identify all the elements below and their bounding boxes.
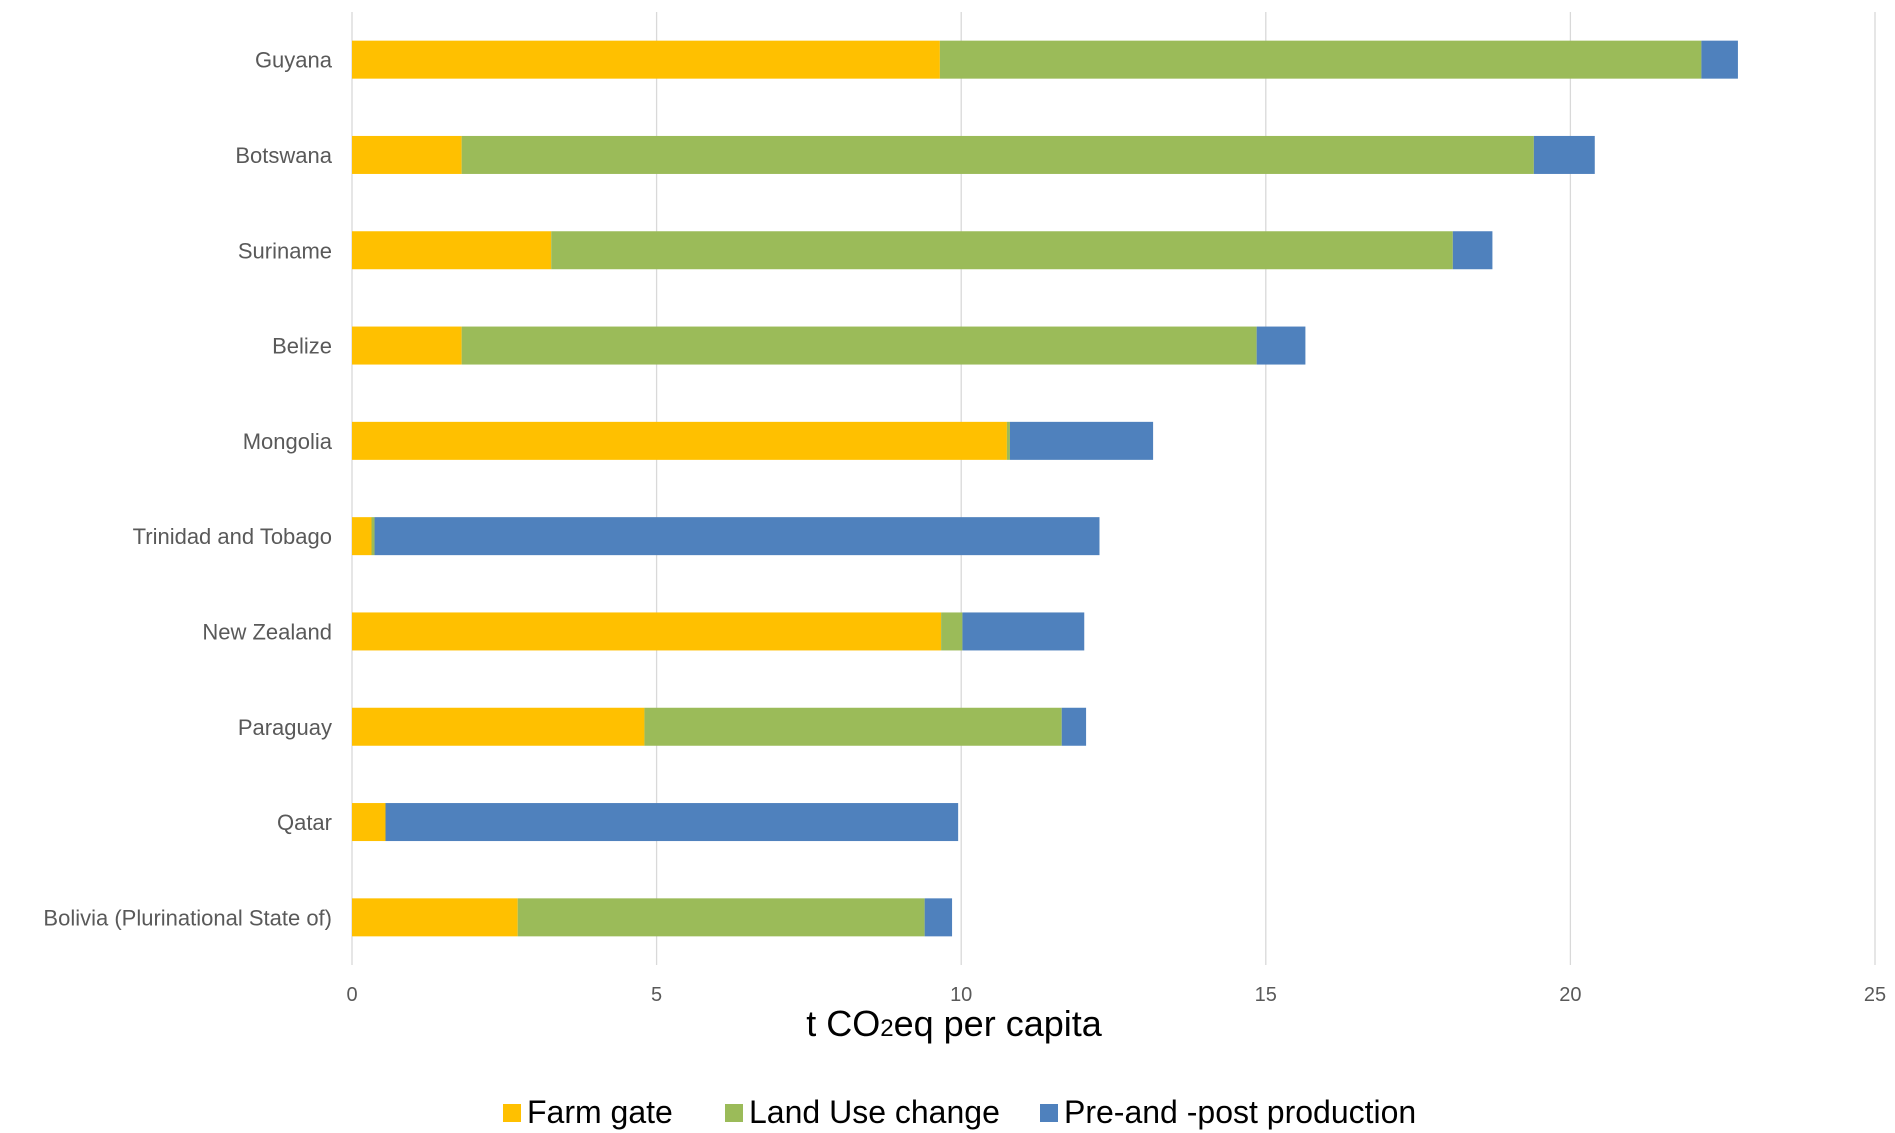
bar-segment <box>352 898 518 937</box>
bar-segment <box>352 612 942 651</box>
legend-item: Pre-and -post production <box>1040 1094 1416 1130</box>
category-label: Suriname <box>238 238 332 263</box>
bar-segment <box>1006 421 1010 460</box>
x-axis-label-suffix: eq per capita <box>894 1003 1103 1044</box>
x-axis-label-prefix: t CO <box>806 1003 880 1044</box>
bar-segment <box>1452 231 1493 270</box>
category-label: Qatar <box>277 810 332 835</box>
x-tick-label: 25 <box>1864 984 1886 1006</box>
bar-segment <box>352 231 552 270</box>
bar-segment <box>644 707 1062 746</box>
bars <box>352 40 1738 937</box>
bar-segment <box>551 231 1453 270</box>
x-tick-label: 0 <box>346 984 357 1006</box>
bar-segment <box>385 803 959 842</box>
bar-segment <box>352 803 386 842</box>
bar-segment <box>1701 40 1738 79</box>
legend-item: Farm gate <box>503 1094 673 1130</box>
x-tick-label: 15 <box>1255 984 1277 1006</box>
bar-segment <box>352 707 645 746</box>
legend-swatch <box>1040 1104 1058 1122</box>
category-label: New Zealand <box>202 619 332 644</box>
bar-segment <box>461 326 1257 365</box>
x-axis-label: t CO2eq per capita <box>806 1003 1102 1044</box>
category-label: Botswana <box>235 143 332 168</box>
bar-segment <box>1256 326 1306 365</box>
x-axis-label-subscript: 2 <box>880 1015 893 1042</box>
legend-label: Pre-and -post production <box>1064 1094 1416 1130</box>
bar-segment <box>461 135 1534 174</box>
x-tick-label: 5 <box>651 984 662 1006</box>
bar-segment <box>962 612 1085 651</box>
bar-segment <box>1533 135 1595 174</box>
legend-swatch <box>503 1104 521 1122</box>
x-tick-label: 10 <box>950 984 972 1006</box>
category-label: Paraguay <box>238 715 332 740</box>
category-label: Trinidad and Tobago <box>133 524 332 549</box>
bar-segment <box>352 135 462 174</box>
legend-item: Land Use change <box>725 1094 1000 1130</box>
category-labels: Guyana Botswana Suriname Belize Mongolia Trin… <box>43 48 332 931</box>
legend: Farm gate Land Use change Pre-and -post pr… <box>503 1094 1416 1130</box>
x-tick-label: 20 <box>1559 984 1581 1006</box>
legend-label: Land Use change <box>749 1094 1000 1130</box>
legend-label: Farm gate <box>527 1094 673 1130</box>
bar-segment <box>939 40 1702 79</box>
legend-swatch <box>725 1104 743 1122</box>
bar-segment <box>352 517 372 556</box>
bar-segment <box>352 326 462 365</box>
bar-segment <box>924 898 953 937</box>
bar-segment <box>352 421 1007 460</box>
bar-segment <box>1009 421 1154 460</box>
bar-segment <box>374 517 1100 556</box>
category-label: Mongolia <box>243 429 333 454</box>
bar-segment <box>352 40 940 79</box>
bar-segment <box>371 517 375 556</box>
bar-segment <box>517 898 925 937</box>
category-label: Guyana <box>255 48 333 73</box>
bar-segment <box>1061 707 1087 746</box>
category-label: Belize <box>272 334 332 359</box>
bar-segment <box>941 612 963 651</box>
category-label: Bolivia (Plurinational State of) <box>43 905 332 930</box>
x-tick-labels: 0 5 10 15 20 25 <box>346 984 1886 1006</box>
